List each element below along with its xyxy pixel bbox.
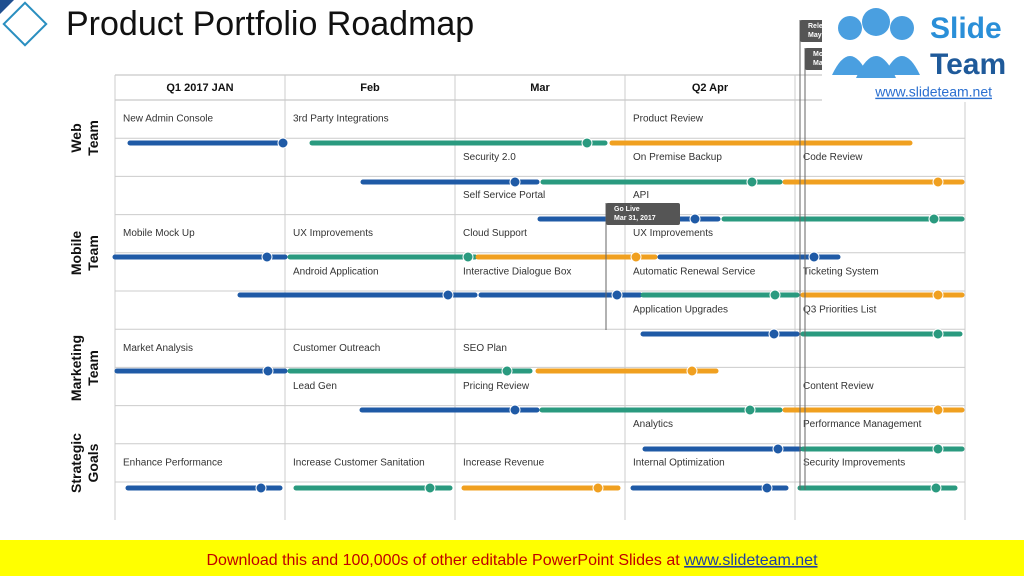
task: Enhance Performance: [123, 457, 223, 468]
bar-dot: [424, 482, 436, 494]
task: API: [633, 190, 649, 201]
footer: Download this and 100,000s of other edit…: [206, 552, 818, 569]
logo: Slide Team www.slideteam.net: [822, 2, 1022, 102]
row-group: MarketingTeam: [68, 335, 101, 401]
milestone-text: Mar 31, 2017: [614, 215, 656, 222]
row-group-line: Team: [85, 120, 101, 156]
task: Self Service Portal: [463, 190, 545, 201]
task: Market Analysis: [123, 343, 193, 354]
column-header: Mar: [530, 82, 550, 94]
bar-dot: [932, 289, 944, 301]
bar-dot: [581, 137, 593, 149]
bar-dot: [509, 404, 521, 416]
bar-dot: [261, 251, 273, 263]
bar-dot: [501, 365, 513, 377]
bar-dot: [509, 176, 521, 188]
bar-dot: [932, 404, 944, 416]
milestone-text: May: [808, 32, 822, 39]
title-icon: [0, 0, 48, 47]
task: Automatic Renewal Service: [633, 266, 756, 277]
milestone-text: Release: [808, 23, 835, 30]
milestone-box: [606, 203, 680, 225]
bar-dot: [932, 328, 944, 340]
row-group: MobileTeam: [68, 231, 101, 276]
logo-url[interactable]: www.slideteam.net: [874, 84, 992, 100]
row-group-line: Team: [85, 350, 101, 386]
task: Mobile Mock Up: [123, 228, 195, 239]
bar-dot: [808, 251, 820, 263]
bar-dot: [772, 443, 784, 455]
bar-dot: [442, 289, 454, 301]
bar-dot: [262, 365, 274, 377]
bar-dot: [255, 482, 267, 494]
task: Security Improvements: [803, 457, 905, 468]
task: New Admin Console: [123, 114, 213, 125]
task: Content Review: [803, 381, 874, 392]
milestone-text: Mo: [813, 51, 823, 58]
task: On Premise Backup: [633, 152, 722, 163]
footer-text: Download this and 100,000s of other edit…: [206, 552, 684, 569]
row-group-line: Team: [85, 235, 101, 271]
milestone-text: Go Live: [614, 206, 640, 213]
row-group-line: Web: [68, 123, 84, 152]
bar-dot: [277, 137, 289, 149]
task: Lead Gen: [293, 381, 337, 392]
task: UX Improvements: [633, 228, 713, 239]
task: Increase Customer Sanitation: [293, 457, 425, 468]
column-header: Q2 Apr: [692, 82, 729, 94]
bar-dot: [611, 289, 623, 301]
bar-dot: [932, 176, 944, 188]
task: Customer Outreach: [293, 343, 380, 354]
bar-dot: [744, 404, 756, 416]
bar-dot: [746, 176, 758, 188]
task: SEO Plan: [463, 343, 507, 354]
task: Internal Optimization: [633, 457, 725, 468]
row-group-line: Marketing: [68, 335, 84, 401]
row-group-line: Mobile: [68, 231, 84, 276]
footer-band: [0, 540, 1024, 576]
task: Q3 Priorities List: [803, 305, 877, 316]
task: Android Application: [293, 266, 379, 277]
footer-link[interactable]: www.slideteam.net: [683, 552, 818, 569]
bar-dot: [686, 365, 698, 377]
bar-dot: [592, 482, 604, 494]
logo-word: Team: [930, 48, 1006, 81]
task: Increase Revenue: [463, 457, 545, 468]
bar-dot: [769, 289, 781, 301]
milestone-text: Ma: [813, 60, 823, 67]
row-group: StrategicGoals: [68, 433, 101, 493]
task: Code Review: [803, 152, 863, 163]
bar-dot: [932, 443, 944, 455]
row-group-line: Goals: [85, 443, 101, 482]
task: 3rd Party Integrations: [293, 114, 389, 125]
column-header: Feb: [360, 82, 380, 94]
bar-dot: [761, 482, 773, 494]
task: UX Improvements: [293, 228, 373, 239]
task: Cloud Support: [463, 228, 527, 239]
task: Ticketing System: [803, 266, 879, 277]
task: Performance Management: [803, 419, 922, 430]
task: Interactive Dialogue Box: [463, 266, 571, 277]
bar-dot: [768, 328, 780, 340]
bar-dot: [462, 251, 474, 263]
bar-dot: [930, 482, 942, 494]
task: Product Review: [633, 114, 704, 125]
logo-word: Slide: [930, 12, 1002, 45]
timeline-bars: [112, 137, 965, 494]
task: Pricing Review: [463, 381, 530, 392]
task: Security 2.0: [463, 152, 516, 163]
row-group-line: Strategic: [68, 433, 84, 493]
bar-dot: [689, 213, 701, 225]
bar-dot: [928, 213, 940, 225]
row-group: WebTeam: [68, 120, 101, 156]
column-header: Q1 2017 JAN: [166, 82, 233, 94]
task: Application Upgrades: [633, 305, 728, 316]
task: Analytics: [633, 419, 673, 430]
bar-dot: [630, 251, 642, 263]
title: Product Portfolio Roadmap: [66, 5, 474, 43]
